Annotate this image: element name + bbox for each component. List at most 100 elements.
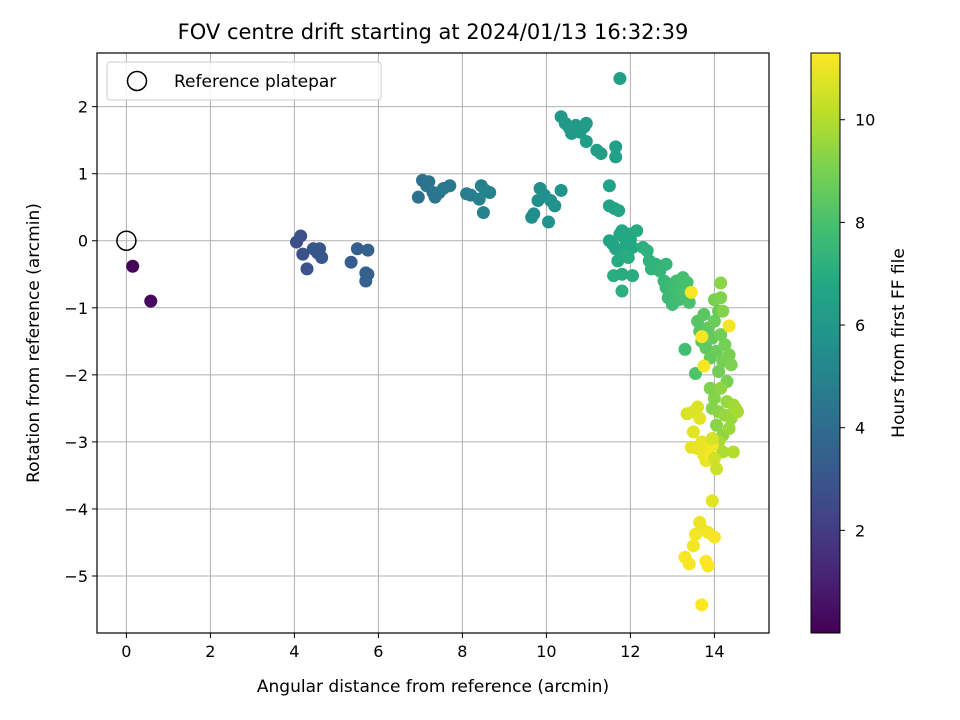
plot-frame xyxy=(96,52,770,634)
data-point xyxy=(693,411,707,425)
x-tick-label: 10 xyxy=(536,642,556,661)
data-point xyxy=(594,147,608,161)
colorbar-label: Hours from first FF file xyxy=(889,248,909,438)
data-point xyxy=(707,391,721,405)
y-axis-ticks: 2 1 0 −1 −2 −3 −4 −5 xyxy=(64,98,97,586)
data-point xyxy=(703,381,717,395)
data-point xyxy=(483,185,497,199)
data-point xyxy=(695,598,709,612)
data-point xyxy=(126,259,140,273)
legend-marker-icon xyxy=(126,70,148,92)
data-point xyxy=(579,135,593,149)
data-point xyxy=(443,179,457,193)
x-axis-label: Angular distance from reference (arcmin) xyxy=(257,677,609,697)
data-point xyxy=(718,338,732,352)
data-point xyxy=(554,183,568,197)
data-point xyxy=(680,275,694,289)
data-point xyxy=(144,294,158,308)
data-point xyxy=(350,242,364,256)
data-point xyxy=(710,462,723,476)
data-point xyxy=(613,71,627,85)
data-point xyxy=(542,215,555,229)
data-point xyxy=(707,314,721,328)
data-point xyxy=(682,295,696,309)
data-point xyxy=(630,224,644,238)
data-point xyxy=(300,262,314,276)
data-point xyxy=(315,251,329,265)
y-tick-label: −2 xyxy=(64,366,88,385)
data-point xyxy=(548,199,562,213)
data-point xyxy=(296,247,310,261)
data-point xyxy=(726,445,740,459)
data-point xyxy=(626,240,639,254)
y-axis-label: Rotation from reference (arcmin) xyxy=(24,203,44,483)
colorbar-tick-label: 4 xyxy=(855,419,865,438)
data-point xyxy=(724,358,738,372)
x-axis-ticks: 0 2 4 6 8 10 12 14 xyxy=(121,633,725,661)
data-point xyxy=(731,405,744,419)
data-point xyxy=(714,276,728,290)
x-tick-label: 12 xyxy=(620,642,640,661)
grid xyxy=(97,53,769,633)
data-point xyxy=(712,364,726,378)
data-point xyxy=(602,179,616,193)
data-point xyxy=(678,342,692,356)
data-point xyxy=(707,452,721,466)
data-points xyxy=(126,71,744,612)
legend-box xyxy=(106,61,382,101)
data-point xyxy=(359,274,373,288)
data-point xyxy=(697,359,711,373)
data-point xyxy=(705,494,719,508)
x-tick-label: 8 xyxy=(457,642,467,661)
data-point xyxy=(707,530,721,544)
colorbar-ticks: 2 4 6 8 10 xyxy=(840,111,875,540)
data-point xyxy=(714,381,728,395)
data-point xyxy=(686,539,700,553)
data-point xyxy=(684,285,698,299)
data-point xyxy=(615,284,629,298)
x-tick-label: 6 xyxy=(373,642,383,661)
data-point xyxy=(699,341,713,355)
data-point xyxy=(527,207,541,221)
data-point xyxy=(422,175,436,189)
data-point xyxy=(609,140,623,154)
y-tick-label: 1 xyxy=(78,165,88,184)
data-point xyxy=(691,400,705,414)
data-point xyxy=(615,267,629,281)
y-tick-label: 0 xyxy=(78,232,88,251)
data-point xyxy=(714,291,728,305)
data-point xyxy=(476,206,490,220)
data-point xyxy=(710,418,723,432)
data-point xyxy=(695,330,709,344)
data-point xyxy=(626,269,639,283)
data-point xyxy=(714,328,728,342)
data-point xyxy=(659,257,673,271)
reference-platepar-marker xyxy=(116,230,137,251)
y-tick-label: 2 xyxy=(78,98,88,117)
data-point xyxy=(609,150,623,164)
data-point xyxy=(682,557,696,571)
x-tick-label: 4 xyxy=(289,642,299,661)
colorbar-tick-label: 2 xyxy=(855,521,865,540)
x-tick-label: 0 xyxy=(121,642,131,661)
data-point xyxy=(705,432,719,446)
colorbar: 2 4 6 8 10 Hours from first FF file xyxy=(810,52,909,634)
data-point xyxy=(612,204,626,218)
y-tick-label: −1 xyxy=(64,299,88,318)
data-point xyxy=(621,251,635,265)
x-tick-label: 14 xyxy=(704,642,724,661)
y-tick-label: −4 xyxy=(64,500,88,519)
colorbar-tick-label: 10 xyxy=(855,111,875,130)
colorbar-gradient xyxy=(810,52,841,634)
data-point xyxy=(722,421,736,435)
colorbar-tick-label: 8 xyxy=(855,213,865,232)
data-point xyxy=(294,229,308,243)
legend-label: Reference platepar xyxy=(174,72,336,92)
data-point xyxy=(344,255,358,269)
data-point xyxy=(697,308,711,322)
data-point xyxy=(579,116,593,130)
data-point xyxy=(689,367,702,381)
y-tick-label: −3 xyxy=(64,433,88,452)
colorbar-tick-label: 6 xyxy=(855,316,865,335)
